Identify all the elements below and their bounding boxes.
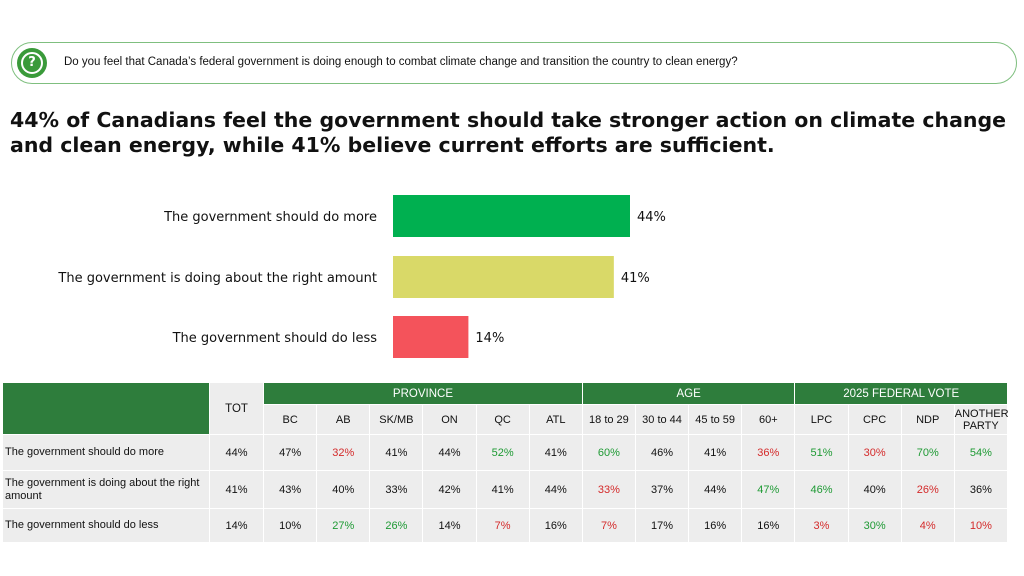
table-cell: 33% (369, 470, 424, 509)
table-cell: 41% (528, 434, 583, 471)
group-header-age: AGE (581, 382, 796, 405)
column-header: 30 to 44 (634, 404, 690, 435)
column-header: CPC (847, 404, 902, 435)
table-cell: 26% (369, 508, 424, 543)
table-cell: 36% (953, 470, 1009, 509)
tot-cell: 44% (209, 434, 265, 471)
bar-category-label: The government should do less (172, 331, 378, 346)
table-cell: 10% (263, 508, 318, 543)
question-icon: ? (17, 48, 47, 78)
column-header: NDP (900, 404, 955, 435)
table-cell: 43% (263, 470, 318, 509)
table-cell: 46% (634, 434, 690, 471)
row-label: The government is doing about the right … (1, 470, 211, 509)
table-cell: 30% (847, 508, 902, 543)
table-cell: 7% (581, 508, 636, 543)
column-header: 18 to 29 (581, 404, 636, 435)
table-cell: 7% (475, 508, 530, 543)
tot-cell: 41% (209, 470, 265, 509)
table-cell: 16% (528, 508, 583, 543)
table-cell: 41% (475, 470, 530, 509)
table-cell: 44% (528, 470, 583, 509)
column-header: SK/MB (369, 404, 424, 435)
headline: 44% of Canadians feel the government sho… (10, 108, 1007, 157)
bar-value-label: 14% (475, 331, 504, 346)
table-cell: 36% (741, 434, 796, 471)
bar-category-label: The government should do more (163, 210, 377, 225)
table-cell: 40% (847, 470, 902, 509)
table-cell: 27% (316, 508, 371, 543)
table-cell: 47% (263, 434, 318, 471)
group-header-province: PROVINCE (263, 382, 583, 405)
table-cell: 60% (581, 434, 636, 471)
column-header: LPC (794, 404, 849, 435)
table-cell: 46% (794, 470, 849, 509)
table-row: The government should do more 44% 47% 32% 41… (1, 434, 1009, 471)
table-cell: 16% (688, 508, 743, 543)
table-cell: 30% (847, 434, 902, 471)
bar (393, 316, 469, 358)
table-cell: 17% (634, 508, 690, 543)
table-cell: 32% (316, 434, 371, 471)
column-header: 45 to 59 (688, 404, 743, 435)
table-cell: 26% (900, 470, 955, 509)
table-cell: 51% (794, 434, 849, 471)
table-cell: 44% (688, 470, 743, 509)
table-cell: 14% (422, 508, 477, 543)
table-cell: 10% (953, 508, 1009, 543)
table-cell: 40% (316, 470, 371, 509)
column-header: AB (316, 404, 371, 435)
column-header: QC (475, 404, 530, 435)
question-banner: ? Do you feel that Canada’s federal gove… (11, 42, 1017, 84)
table-cell: 41% (688, 434, 743, 471)
table-cell: 52% (475, 434, 530, 471)
table-cell: 3% (794, 508, 849, 543)
table-cell: 44% (422, 434, 477, 471)
bar (393, 256, 614, 298)
column-header: BC (263, 404, 318, 435)
column-header: ON (422, 404, 477, 435)
table-cell: 33% (581, 470, 636, 509)
bar-value-label: 41% (621, 271, 650, 286)
table-cell: 4% (900, 508, 955, 543)
table-cell: 42% (422, 470, 477, 509)
column-header: ATL (528, 404, 583, 435)
question-text: Do you feel that Canada’s federal govern… (64, 56, 738, 68)
table-cell: 47% (741, 470, 796, 509)
crosstab-table: TOT PROVINCE AGE 2025 FEDERAL VOTE BC AB S… (1, 382, 1009, 543)
table-corner (1, 382, 211, 435)
table-cell: 54% (953, 434, 1009, 471)
row-label: The government should do more (1, 434, 211, 471)
bar-category-label: The government is doing about the right … (57, 271, 377, 286)
bar-value-label: 44% (637, 210, 666, 225)
table-cell: 41% (369, 434, 424, 471)
table-cell: 37% (634, 470, 690, 509)
bar (393, 195, 630, 237)
tot-header: TOT (209, 382, 265, 435)
tot-cell: 14% (209, 508, 265, 543)
table-cell: 70% (900, 434, 955, 471)
column-header: 60+ (741, 404, 796, 435)
row-label: The government should do less (1, 508, 211, 543)
table-row: The government is doing about the right … (1, 470, 1009, 509)
column-header: ANOTHER PARTY (953, 404, 1009, 435)
group-header-vote: 2025 FEDERAL VOTE (794, 382, 1008, 405)
table-row: The government should do less 14% 10% 27% 26… (1, 508, 1009, 543)
table-cell: 16% (741, 508, 796, 543)
bar-chart: The government should do more 44% The gove… (57, 195, 666, 358)
